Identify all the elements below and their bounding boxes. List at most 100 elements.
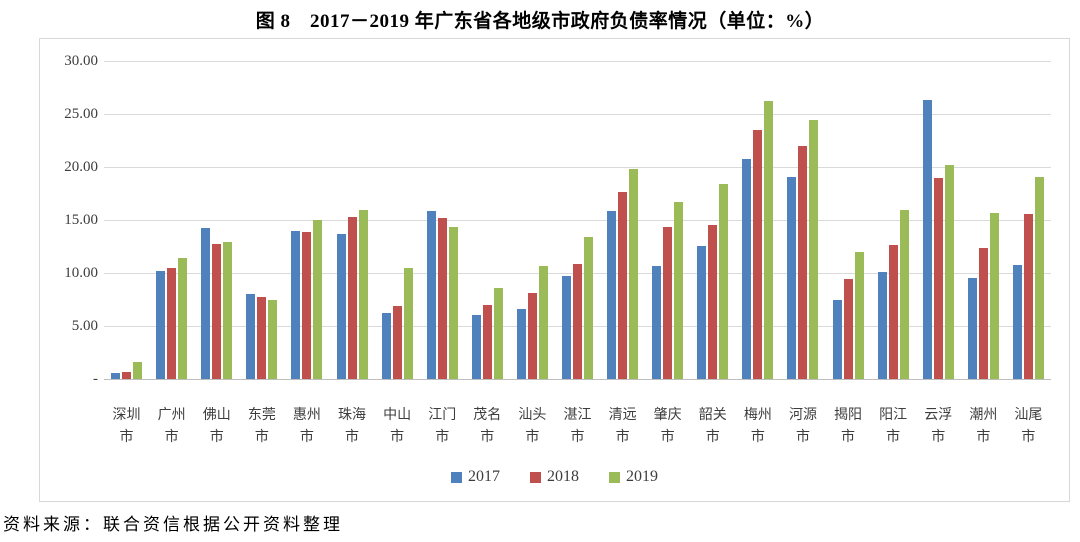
bar-2017 bbox=[697, 246, 707, 379]
bar-2018 bbox=[798, 146, 808, 379]
bar-2018 bbox=[843, 279, 853, 379]
bar-2018 bbox=[708, 225, 718, 379]
legend-swatch-2017 bbox=[451, 471, 462, 483]
bar-group bbox=[690, 39, 735, 379]
bar-group bbox=[239, 39, 284, 379]
bar-2018 bbox=[753, 130, 763, 379]
bar-2017 bbox=[652, 266, 662, 379]
bar-group bbox=[194, 39, 239, 379]
bar-2018 bbox=[257, 297, 267, 379]
bar-2017 bbox=[246, 294, 256, 379]
x-axis-label: 珠海市 bbox=[338, 408, 367, 445]
x-axis-label: 潮州市 bbox=[969, 408, 998, 445]
x-axis-label: 揭阳市 bbox=[834, 408, 863, 445]
chart-frame: 30.00 25.00 20.00 15.00 10.00 5.00 - 深圳市广州市佛山市… bbox=[39, 38, 1070, 502]
bar-2017 bbox=[607, 211, 617, 379]
bar-2019 bbox=[313, 220, 323, 379]
bar-group bbox=[375, 39, 420, 379]
x-axis-label: 深圳市 bbox=[112, 408, 141, 445]
bar-group bbox=[555, 39, 600, 379]
bar-group bbox=[510, 39, 555, 379]
legend-swatch-2019 bbox=[609, 471, 620, 483]
bar-2017 bbox=[561, 276, 571, 379]
bar-group bbox=[104, 39, 149, 379]
bar-2019 bbox=[854, 252, 864, 379]
bar-group bbox=[284, 39, 329, 379]
bar-2017 bbox=[787, 177, 797, 379]
x-axis-label: 中山市 bbox=[383, 408, 412, 445]
legend-label-2018: 2018 bbox=[547, 468, 579, 485]
bar-group bbox=[916, 39, 961, 379]
bar-2018 bbox=[1023, 214, 1033, 379]
bar-group bbox=[961, 39, 1006, 379]
legend-label-2019: 2019 bbox=[626, 468, 658, 485]
chart-title: 图 8 2017－2019 年广东省各地级市政府负债率情况（单位：%） bbox=[255, 11, 825, 32]
legend: 2017 2018 2019 bbox=[40, 469, 1069, 485]
bar-2017 bbox=[156, 271, 166, 379]
x-axis-label: 茂名市 bbox=[473, 408, 502, 445]
bar-2019 bbox=[764, 101, 774, 379]
bar-2019 bbox=[719, 184, 729, 379]
bar-2018 bbox=[618, 192, 628, 379]
bar-2019 bbox=[1034, 177, 1044, 379]
bar-2018 bbox=[347, 217, 357, 379]
bar-2017 bbox=[201, 228, 211, 379]
x-axis-label: 清远市 bbox=[608, 408, 637, 445]
bar-2019 bbox=[538, 266, 548, 379]
x-axis-label: 湛江市 bbox=[563, 408, 592, 445]
bar-2017 bbox=[967, 278, 977, 379]
x-axis-label: 梅州市 bbox=[743, 408, 772, 445]
legend-label-2017: 2017 bbox=[468, 468, 500, 485]
x-axis-label: 汕头市 bbox=[518, 408, 547, 445]
bar-2017 bbox=[291, 231, 301, 379]
gridline bbox=[104, 219, 1051, 221]
y-axis-tick-label: 10.00 bbox=[64, 264, 98, 281]
bar-2018 bbox=[212, 244, 222, 379]
bar-group bbox=[465, 39, 510, 379]
x-axis-label: 韶关市 bbox=[698, 408, 727, 445]
bar-2017 bbox=[426, 211, 436, 379]
x-axis-label: 江门市 bbox=[428, 408, 457, 445]
x-axis-label: 佛山市 bbox=[202, 408, 231, 445]
x-axis-label: 汕尾市 bbox=[1014, 408, 1043, 445]
bar-2017 bbox=[336, 234, 346, 379]
bar-2019 bbox=[223, 242, 233, 379]
bar-2017 bbox=[922, 100, 932, 379]
bar-2018 bbox=[482, 305, 492, 379]
bar-group bbox=[149, 39, 194, 379]
bar-2019 bbox=[583, 237, 593, 379]
x-axis-label: 惠州市 bbox=[292, 408, 321, 445]
x-axis-label: 云浮市 bbox=[924, 408, 953, 445]
bar-2017 bbox=[381, 313, 391, 379]
bar-2017 bbox=[471, 315, 481, 379]
bar-2017 bbox=[877, 272, 887, 379]
gridline bbox=[104, 113, 1051, 115]
bar-2018 bbox=[527, 293, 537, 379]
bar-2018 bbox=[572, 264, 582, 379]
bar-group bbox=[645, 39, 690, 379]
legend-swatch-2018 bbox=[530, 471, 541, 483]
bar-group bbox=[420, 39, 465, 379]
x-axis-label: 河源市 bbox=[788, 408, 817, 445]
bar-2019 bbox=[268, 300, 278, 379]
bar-2018 bbox=[437, 218, 447, 379]
gridline bbox=[104, 166, 1051, 168]
legend-item-2018: 2018 bbox=[530, 469, 579, 485]
bar-2019 bbox=[674, 202, 684, 379]
bar-group bbox=[871, 39, 916, 379]
gridline bbox=[104, 60, 1051, 62]
legend-item-2017: 2017 bbox=[451, 469, 500, 485]
bar-2017 bbox=[516, 309, 526, 379]
bar-2018 bbox=[888, 245, 898, 379]
bar-2018 bbox=[302, 232, 312, 379]
bar-2018 bbox=[167, 268, 177, 379]
x-axis-label: 东莞市 bbox=[247, 408, 276, 445]
bar-group bbox=[329, 39, 374, 379]
bar-group bbox=[780, 39, 825, 379]
bar-2018 bbox=[663, 227, 673, 379]
bar-2019 bbox=[403, 268, 413, 379]
bar-2018 bbox=[978, 248, 988, 379]
x-axis-label: 广州市 bbox=[157, 408, 186, 445]
x-axis-label: 阳江市 bbox=[879, 408, 908, 445]
